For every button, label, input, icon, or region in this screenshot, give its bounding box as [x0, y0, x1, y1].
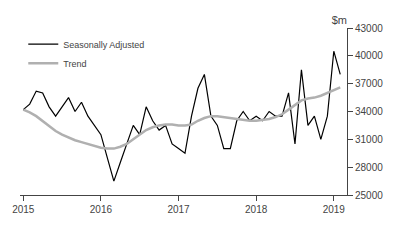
- svg-text:40000: 40000: [355, 50, 383, 61]
- svg-text:28000: 28000: [355, 162, 383, 173]
- svg-text:43000: 43000: [355, 23, 383, 34]
- svg-text:2018: 2018: [245, 204, 268, 215]
- svg-text:2019: 2019: [323, 204, 346, 215]
- svg-text:25000: 25000: [355, 190, 383, 201]
- svg-text:Trend: Trend: [63, 59, 86, 69]
- svg-text:2017: 2017: [167, 204, 190, 215]
- svg-text:34000: 34000: [355, 106, 383, 117]
- svg-text:37000: 37000: [355, 78, 383, 89]
- svg-text:2015: 2015: [12, 204, 35, 215]
- svg-text:$m: $m: [332, 14, 347, 26]
- svg-text:Seasonally Adjusted: Seasonally Adjusted: [63, 40, 144, 50]
- svg-text:2016: 2016: [90, 204, 113, 215]
- svg-text:31000: 31000: [355, 134, 383, 145]
